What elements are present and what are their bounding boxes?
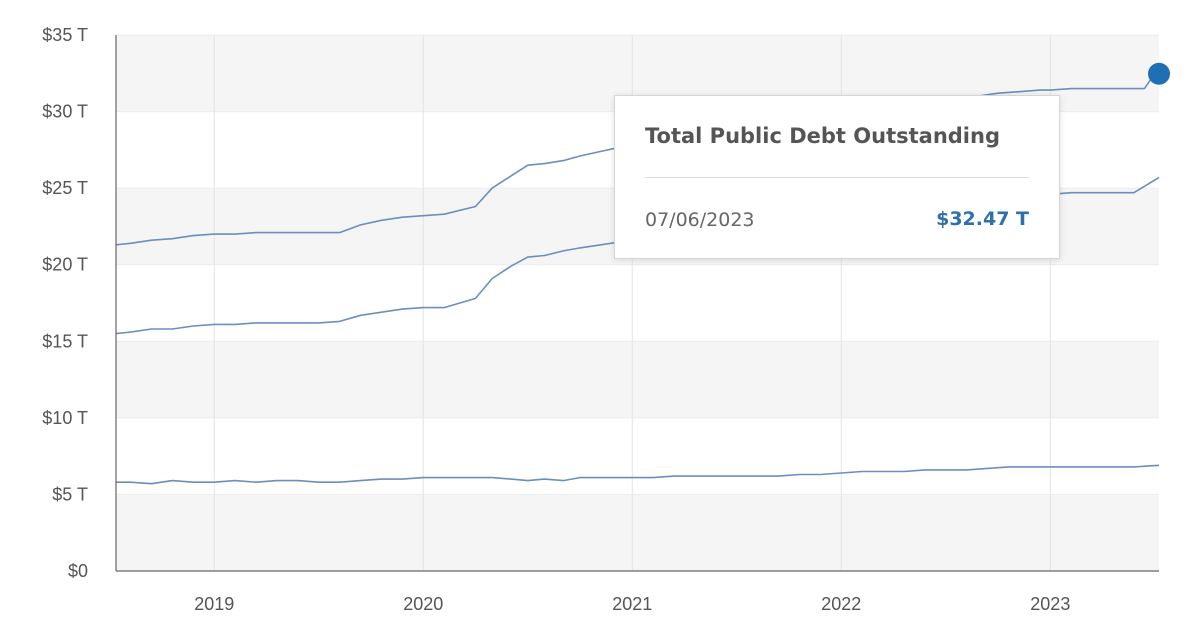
highlight-marker	[1148, 62, 1170, 85]
y-tick-label: $35 T	[42, 25, 88, 45]
plot-band	[116, 494, 1159, 571]
x-tick-label: 2019	[194, 594, 234, 614]
y-tick-label: $0	[68, 561, 88, 581]
highlight-point[interactable]	[1148, 62, 1170, 85]
tooltip: Total Public Debt Outstanding 07/06/2023…	[614, 95, 1060, 259]
tooltip-title: Total Public Debt Outstanding	[645, 124, 1000, 148]
tooltip-value: $32.47 T	[936, 208, 1029, 230]
x-tick-label: 2023	[1030, 594, 1070, 614]
x-tick-label: 2021	[612, 594, 652, 614]
tooltip-date: 07/06/2023	[645, 209, 755, 231]
x-tick-label: 2020	[403, 594, 443, 614]
series-line-3	[116, 464, 1160, 485]
y-tick-label: $15 T	[42, 331, 88, 351]
x-tick-label: 2022	[821, 594, 861, 614]
axes	[115, 35, 1159, 572]
y-axis-ticks: $0 $5 T $10 T $15 T $20 T $25 T $30 T $35 T	[42, 25, 88, 581]
y-tick-label: $20 T	[42, 255, 88, 275]
x-axis-ticks: 2019 2020 2021 2022 2023	[194, 594, 1070, 614]
plot-band	[116, 341, 1159, 418]
tooltip-divider	[645, 177, 1029, 178]
y-tick-label: $5 T	[52, 484, 88, 504]
y-tick-label: $30 T	[42, 102, 88, 122]
y-tick-label: $10 T	[42, 408, 88, 428]
y-tick-label: $25 T	[42, 178, 88, 198]
series-line-1	[115, 73, 1156, 246]
